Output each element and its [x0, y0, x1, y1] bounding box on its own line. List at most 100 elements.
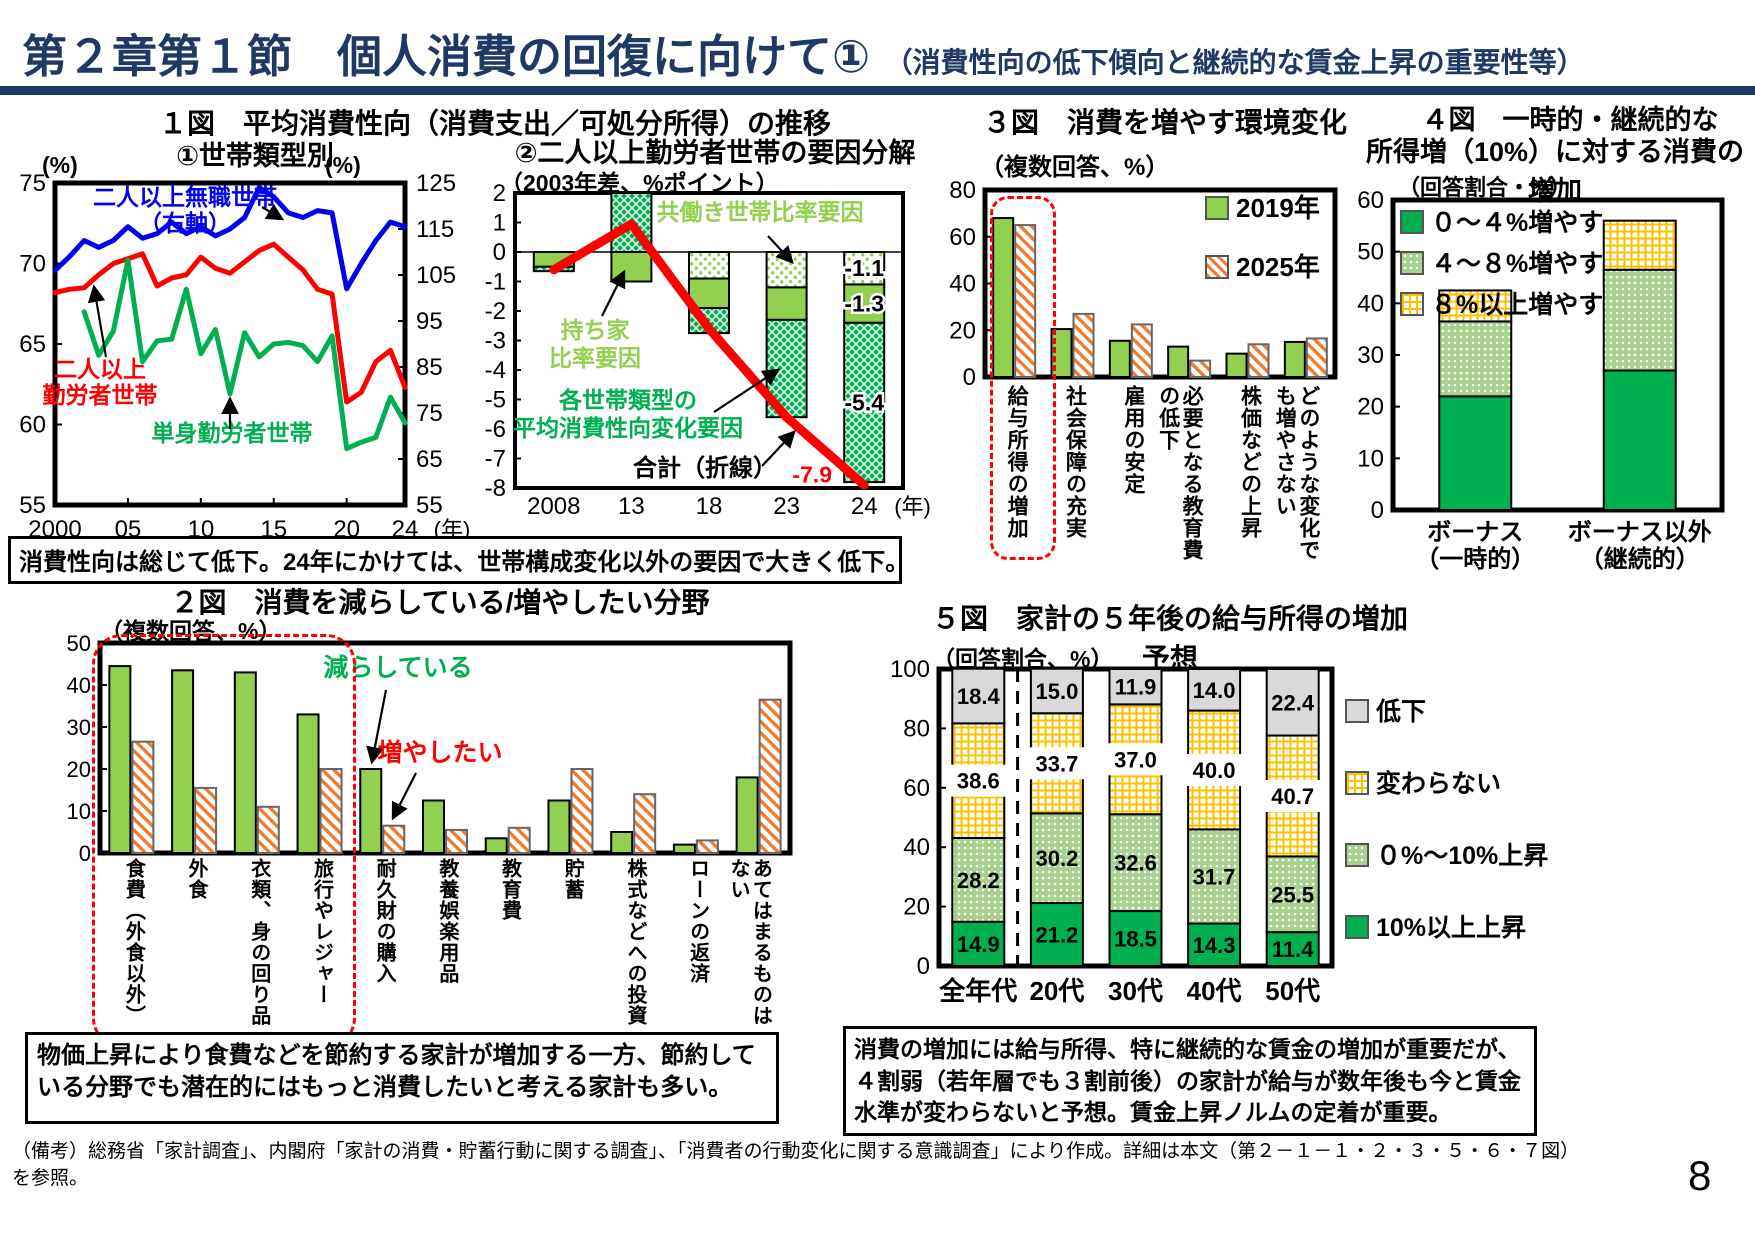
legend-item: ４～８%増やす: [1400, 244, 1603, 280]
category-label: 株価などの上昇: [1238, 385, 1262, 539]
legend-label: ０%～10%上昇: [1376, 842, 1549, 870]
svg-text:14.0: 14.0: [1193, 678, 1236, 703]
fig3-subtitle: （複数回答、%）: [980, 154, 1170, 181]
header: 第２章第１節 個人消費の回復に向けて① （消費性向の低下傾向と継続的な賃金上昇の…: [22, 20, 1585, 85]
svg-text:0: 0: [493, 239, 506, 266]
category-label: 必要となる教育費の低下: [1156, 385, 1204, 561]
svg-text:（一時的）: （一時的）: [1415, 545, 1535, 573]
svg-text:勤労者世帯: 勤労者世帯: [43, 382, 158, 408]
svg-text:単身勤労者世帯: 単身勤労者世帯: [152, 420, 313, 446]
svg-text:115: 115: [416, 216, 454, 243]
legend-item: 2025年: [1205, 247, 1320, 284]
svg-text:60: 60: [19, 412, 46, 439]
svg-text:80: 80: [949, 177, 976, 204]
fig1a-left-axis-unit: (%): [42, 152, 78, 178]
svg-text:85: 85: [416, 354, 443, 381]
svg-text:20: 20: [67, 757, 91, 782]
svg-text:-1.1: -1.1: [844, 255, 884, 281]
legend-swatch-icon: [1400, 292, 1424, 316]
fig3-bar-chart: 80 60 40 20 0: [949, 177, 1338, 390]
legend-label: ０～４%増やす: [1431, 209, 1604, 237]
svg-text:40: 40: [903, 834, 930, 861]
legend-item: 変わらない: [1345, 764, 1548, 800]
svg-text:55: 55: [19, 492, 46, 519]
fig4-stacked-bar-chart: 60 50 40 30 20 10 0 ボーナス（一時的） ボーナス以外（継続的）: [1357, 187, 1725, 573]
svg-text:55: 55: [416, 492, 443, 519]
category-label: 教育費: [498, 858, 521, 921]
svg-text:（右軸）: （右軸）: [139, 210, 231, 236]
svg-text:-5: -5: [485, 387, 506, 414]
svg-text:10: 10: [1357, 445, 1384, 472]
fig2-highlight-box: [92, 634, 356, 1048]
svg-text:60: 60: [903, 775, 930, 802]
legend-swatch-icon: [1345, 699, 1369, 723]
svg-text:125: 125: [416, 170, 456, 197]
category-label: 教養娯楽用品: [435, 858, 458, 984]
legend-item: 低下: [1345, 692, 1548, 728]
svg-text:32.6: 32.6: [1114, 851, 1157, 876]
category-label: 給与所得の増加: [1005, 385, 1029, 539]
fig1b-title: ②二人以上勤労者世帯の要因分解: [514, 138, 916, 168]
category-label: 旅行やレジャー: [310, 858, 333, 1005]
svg-text:60: 60: [1357, 187, 1384, 214]
svg-text:合計（折線）: 合計（折線）: [633, 454, 777, 482]
legend-label: 低下: [1376, 698, 1427, 726]
svg-text:25.5: 25.5: [1271, 882, 1314, 907]
fig2-note-box: 物価上昇により食費などを節約する家計が増加する一方、節約している分野でも潜在的に…: [25, 1032, 779, 1124]
footnote: （備考）総務省「家計調査」、内閣府「家計の消費・貯蓄行動に関する調査」、「消費者…: [12, 1141, 1570, 1189]
category-label: どのような変化でも増やさない: [1273, 385, 1320, 561]
svg-text:40.0: 40.0: [1193, 758, 1236, 783]
legend-swatch-icon: [1205, 196, 1229, 220]
svg-text:40代: 40代: [1187, 976, 1242, 1006]
legend-swatch-icon: [1400, 251, 1424, 275]
svg-text:20代: 20代: [1029, 976, 1084, 1006]
svg-text:40: 40: [1357, 290, 1384, 317]
svg-text:105: 105: [416, 262, 456, 289]
legend-label: ４～８%増やす: [1431, 250, 1604, 278]
fig4-title-line1: ４図 一時的・継続的な: [1421, 105, 1719, 135]
svg-text:0: 0: [963, 364, 976, 390]
fig3-title: ３図 消費を増やす環境変化: [982, 107, 1347, 138]
svg-text:1: 1: [493, 210, 506, 237]
svg-text:二人以上: 二人以上: [54, 356, 146, 382]
svg-text:15.0: 15.0: [1035, 679, 1078, 704]
svg-text:11.4: 11.4: [1272, 937, 1314, 962]
legend-item: 2019年: [1205, 188, 1320, 225]
fig2-subtitle: （複数回答、%）: [100, 618, 282, 644]
fig1-note-box: 消費性向は総じて低下。24年にかけては、世帯構成変化以外の要因で大きく低下。: [8, 536, 909, 584]
svg-text:38.6: 38.6: [957, 769, 1000, 794]
category-label: 衣類、身の回り品: [247, 858, 270, 1026]
svg-text:-2: -2: [485, 298, 506, 325]
svg-text:各世帯類型の: 各世帯類型の: [558, 387, 697, 413]
svg-text:20: 20: [949, 317, 976, 344]
svg-text:-4: -4: [485, 357, 506, 384]
category-label: あてはまるものはない: [726, 858, 772, 1026]
legend-swatch-icon: [1345, 843, 1369, 867]
svg-text:20: 20: [1357, 394, 1384, 421]
svg-text:24: 24: [851, 493, 878, 520]
svg-text:13: 13: [618, 493, 645, 520]
svg-text:共働き世帯比率要因: 共働き世帯比率要因: [657, 199, 864, 225]
fig5-title: ５図 家計の５年後の給与所得の増加予想: [931, 603, 1408, 674]
fig5-stacked-bar-chart: 100 80 60 40 20 0 14.9 28.2 38.6 18.4 全年代 21.2 30.2 3…: [890, 656, 1335, 1006]
svg-text:14.9: 14.9: [957, 932, 1000, 957]
svg-text:80: 80: [903, 715, 930, 742]
svg-text:ボーナス以外: ボーナス以外: [1568, 518, 1712, 546]
legend-item: ０～４%増やす: [1400, 203, 1603, 239]
svg-text:持ち家: 持ち家: [561, 317, 630, 343]
page-title: 第２章第１節 個人消費の回復に向けて①: [22, 31, 871, 82]
svg-text:18.4: 18.4: [957, 684, 1001, 709]
svg-text:-1: -1: [485, 269, 506, 296]
svg-text:比率要因: 比率要因: [549, 345, 641, 371]
svg-text:ボーナス: ボーナス: [1427, 519, 1523, 546]
category-label: 外食: [185, 858, 208, 900]
fig2-category-labels: 食費（外食以外） 外食 衣類、身の回り品 旅行やレジャー 耐久財の購入 教養娯楽用品 教育費…: [0, 858, 1755, 1053]
category-label: 食費（外食以外）: [122, 858, 145, 1026]
legend-item: ８%以上増やす: [1400, 285, 1603, 321]
fig1a-right-axis-unit: (%): [325, 152, 361, 178]
svg-text:30: 30: [67, 715, 91, 740]
fig5-legend: 低下 変わらない ０%～10%上昇 10%以上上昇: [1345, 692, 1548, 980]
svg-text:14.3: 14.3: [1193, 933, 1236, 958]
